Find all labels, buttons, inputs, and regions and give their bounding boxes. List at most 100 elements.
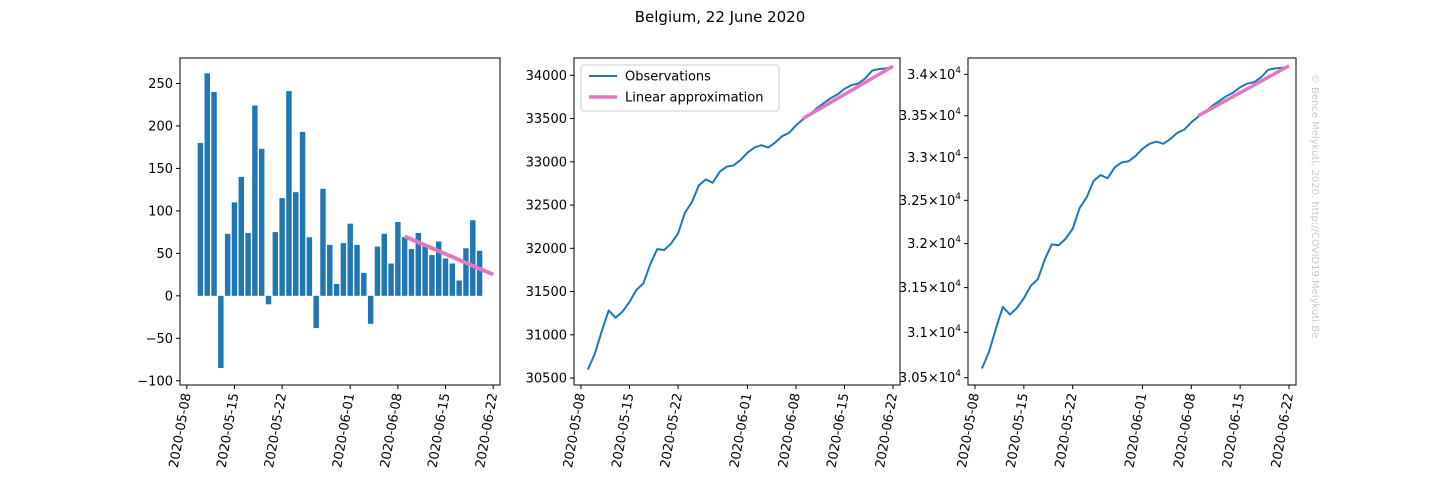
x-tick-label: 2020-06-08 [1171, 392, 1199, 469]
bar [361, 272, 367, 296]
y-tick-label: 30500 [526, 372, 567, 387]
y-tick-label: 32500 [526, 199, 567, 214]
bar [415, 232, 422, 296]
linear-approximation-line [1197, 64, 1290, 118]
bar [231, 202, 238, 296]
x-tick-label: 2020-05-15 [1004, 392, 1032, 469]
bar [442, 258, 449, 296]
axes-frame [179, 57, 501, 386]
y-tick-exponent: 4 [955, 192, 961, 202]
y-tick-label: 3.4×104 [907, 66, 961, 83]
y-tick-label: −100 [137, 374, 173, 389]
bar [218, 295, 224, 369]
bar [258, 148, 265, 296]
y-tick-label: 3.3×104 [907, 149, 961, 166]
x-tick-label: 2020-05-08 [167, 392, 195, 469]
bar [299, 131, 306, 296]
y-tick-exponent: 4 [955, 107, 961, 117]
bar [395, 221, 401, 296]
bar [422, 246, 428, 296]
x-tick-label: 2020-05-15 [215, 392, 243, 469]
plot-area [981, 64, 1290, 369]
plot-area [586, 64, 894, 370]
figure-title: Belgium, 22 June 2020 [635, 8, 806, 26]
linear-approximation-line [403, 234, 494, 277]
x-tick-label: 2020-06-15 [426, 392, 454, 469]
bar [340, 243, 347, 296]
y-tick-label: 34000 [526, 69, 567, 84]
y-tick-label: −50 [146, 332, 173, 347]
bar [449, 263, 456, 296]
y-tick-label: 3.25×104 [899, 192, 961, 209]
x-tick-label: 2020-06-22 [473, 392, 501, 469]
chart-panel-3: 3.05×104 3.1×104 3.15×104 3.2×104 3.25×104 3.… [899, 57, 1297, 469]
legend-label-fit: Linear approximation [625, 91, 763, 106]
bar [224, 233, 231, 296]
bar [327, 244, 333, 296]
linear-approximation-line [802, 64, 894, 121]
bar [463, 248, 469, 296]
y-tick-label: 250 [148, 77, 173, 92]
y-tick-label: 33000 [526, 155, 567, 170]
y-tick-exponent: 4 [955, 279, 961, 289]
y-tick-exponent: 4 [955, 235, 961, 245]
y-tick-label: 50 [156, 247, 173, 262]
bar [347, 223, 353, 296]
observations-line [586, 65, 894, 370]
y-tick-label: 200 [148, 119, 173, 134]
bar [470, 220, 476, 296]
y-tick-exponent: 4 [955, 149, 961, 159]
plot-area [197, 73, 494, 369]
y-tick-label: 31000 [526, 328, 567, 343]
legend: Observations Linear approximation [580, 64, 780, 112]
x-tick-label: 2020-06-01 [330, 392, 358, 469]
bar [293, 192, 299, 296]
x-tick-label: 2020-06-22 [1269, 392, 1297, 469]
bar [374, 246, 381, 296]
bar [401, 237, 408, 296]
y-tick-label: 3.2×104 [907, 235, 961, 252]
y-tick-label: 100 [148, 204, 173, 219]
legend-box [580, 64, 780, 112]
x-tick-label: 2020-06-01 [727, 392, 755, 469]
observations-line [981, 65, 1290, 369]
credit-text: © Bence Melykuti, 2020. http://COVID19.M… [1309, 74, 1320, 338]
y-tick-exponent: 4 [955, 324, 961, 334]
y-tick-label: 3.05×104 [899, 369, 961, 386]
x-tick-label: 2020-06-01 [1123, 392, 1151, 469]
y-tick-label: 32000 [526, 242, 567, 257]
legend-label-observations: Observations [625, 70, 711, 85]
x-tick-label: 2020-05-22 [262, 392, 290, 469]
bar [197, 142, 204, 296]
y-tick-exponent: 4 [955, 66, 961, 76]
x-tick-label: 2020-05-08 [561, 392, 589, 469]
bar [238, 176, 244, 296]
bar [306, 237, 313, 296]
y-tick-label: 33500 [526, 112, 567, 127]
chart-panel-1: −100 −50 0 50 100 150 200 250 2020-05-08 2020-05-… [137, 57, 501, 469]
bar [204, 73, 210, 296]
bar [381, 233, 387, 296]
x-tick-label: 2020-06-08 [378, 392, 406, 469]
bar [211, 91, 217, 296]
y-tick-label: 150 [148, 162, 173, 177]
y-tick-label: 31500 [526, 285, 567, 300]
y-tick-exponent: 4 [955, 369, 961, 379]
bar [456, 280, 462, 296]
x-tick-label: 2020-06-15 [825, 392, 853, 469]
x-tick-label: 2020-05-22 [1053, 392, 1081, 469]
bar [436, 241, 442, 296]
panels: −100 −50 0 50 100 150 200 250 2020-05-08 2020-05-… [137, 57, 1297, 469]
x-tick-label: 2020-05-15 [610, 392, 638, 469]
bar [476, 250, 483, 296]
bar [354, 244, 360, 296]
bar [272, 232, 279, 296]
bar [429, 255, 435, 296]
bar [286, 91, 292, 296]
bar [333, 283, 340, 296]
bar [252, 105, 258, 296]
x-tick-label: 2020-05-22 [658, 392, 686, 469]
bar [245, 232, 251, 296]
y-tick-label: 3.35×104 [899, 107, 961, 124]
